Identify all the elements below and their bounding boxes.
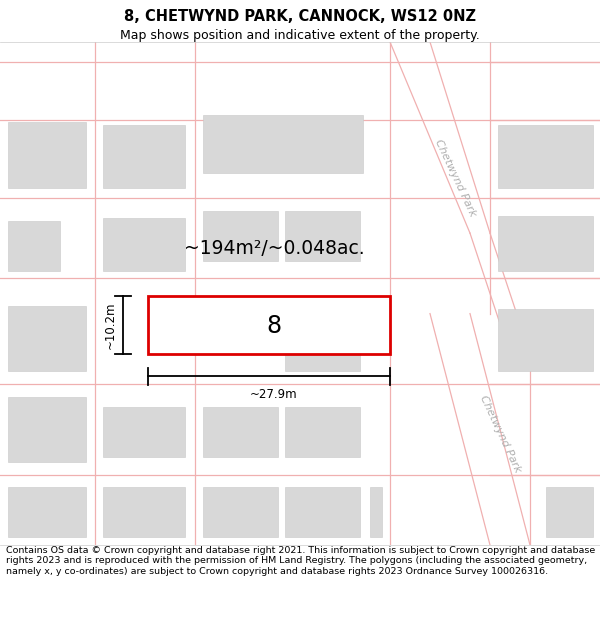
Text: Map shows position and indicative extent of the property.: Map shows position and indicative extent… bbox=[120, 29, 480, 41]
Bar bbox=[203, 487, 278, 538]
Bar bbox=[103, 218, 185, 271]
Bar bbox=[546, 487, 593, 538]
Text: ~10.2m: ~10.2m bbox=[104, 301, 117, 349]
Polygon shape bbox=[370, 42, 530, 354]
Text: Contains OS data © Crown copyright and database right 2021. This information is : Contains OS data © Crown copyright and d… bbox=[6, 546, 595, 576]
Text: 8: 8 bbox=[266, 314, 281, 338]
Bar bbox=[103, 125, 185, 188]
Text: 8, CHETWYND PARK, CANNOCK, WS12 0NZ: 8, CHETWYND PARK, CANNOCK, WS12 0NZ bbox=[124, 9, 476, 24]
Bar bbox=[498, 309, 593, 371]
Bar bbox=[8, 221, 60, 271]
Text: Chetwynd Park: Chetwynd Park bbox=[433, 138, 478, 218]
Bar bbox=[285, 487, 360, 538]
Text: ~27.9m: ~27.9m bbox=[250, 388, 298, 401]
Polygon shape bbox=[430, 314, 530, 545]
Bar bbox=[203, 115, 363, 172]
Bar bbox=[8, 487, 86, 538]
Bar bbox=[8, 306, 86, 371]
Bar bbox=[285, 211, 360, 261]
Bar bbox=[148, 296, 390, 354]
Bar bbox=[8, 122, 86, 188]
Bar bbox=[203, 407, 278, 457]
Bar bbox=[285, 407, 360, 457]
Bar bbox=[103, 407, 185, 457]
Bar bbox=[203, 211, 278, 261]
Text: ~194m²/~0.048ac.: ~194m²/~0.048ac. bbox=[184, 239, 364, 258]
Bar bbox=[370, 487, 382, 538]
Bar bbox=[8, 397, 86, 462]
Bar bbox=[498, 216, 593, 271]
Bar bbox=[103, 487, 185, 538]
Bar bbox=[498, 125, 593, 188]
Bar bbox=[285, 321, 360, 371]
Text: Chetwynd Park: Chetwynd Park bbox=[478, 394, 523, 474]
